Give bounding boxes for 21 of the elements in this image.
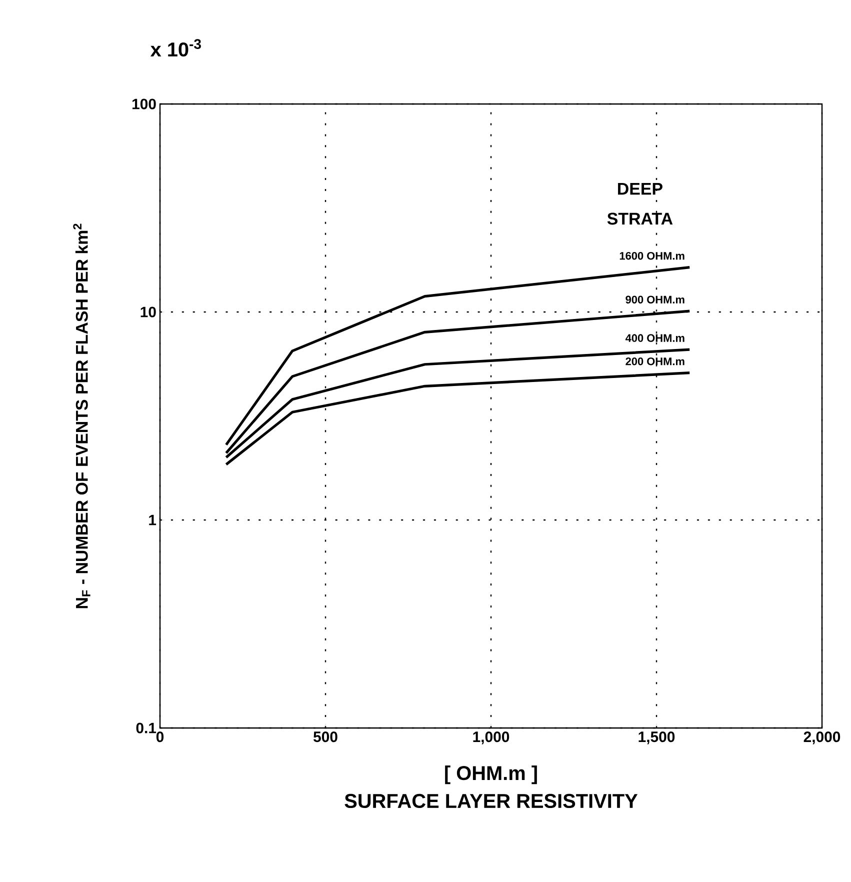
series-label: 400 OHM.m bbox=[625, 334, 684, 342]
x-tick-label: 1,500 bbox=[638, 732, 675, 744]
x-tick-label: 500 bbox=[313, 732, 338, 742]
y-tick-label: 10 bbox=[140, 306, 156, 318]
text: x 10$^{-3}$ bbox=[150, 39, 201, 57]
text: [ OHM.m ] bbox=[445, 766, 537, 784]
y-tick-label: 100 bbox=[132, 98, 156, 110]
series-label: 1600 OHM.m bbox=[620, 252, 684, 260]
x-tick-label: 1,000 bbox=[473, 732, 510, 744]
line-series bbox=[224, 266, 691, 446]
legend-title: DEEP STRATA bbox=[607, 182, 673, 225]
x-tick-label: 2,000 bbox=[804, 732, 840, 744]
x-tick-label: 0 bbox=[156, 732, 164, 742]
y-axis-title: N$_{F}$ - NUMBER OF EVENTS PER FLASH PER km$^{2}$ bbox=[73, 224, 90, 608]
y-tick-label: 1 bbox=[149, 514, 156, 526]
line-series bbox=[224, 310, 691, 454]
y-tick-label: 0.1 bbox=[136, 722, 156, 734]
line-series bbox=[224, 372, 691, 466]
x-axis-title: SURFACE LAYER RESISTIVITY bbox=[344, 794, 638, 808]
series-label: 200 OHM.m bbox=[626, 357, 684, 366]
series-label: 900 OHM.m bbox=[626, 296, 684, 304]
